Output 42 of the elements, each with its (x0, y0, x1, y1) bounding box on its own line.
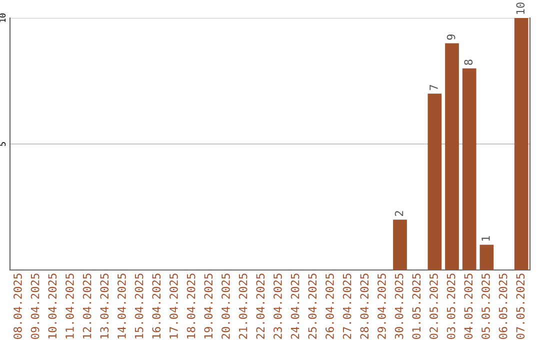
data-label: 7 (430, 84, 438, 90)
x-tick-label: 17.04.2025 (170, 274, 178, 338)
x-tick-label: 27.04.2025 (342, 274, 352, 339)
data-label: 9 (446, 34, 456, 40)
x-tick-label: 24.04.2025 (290, 274, 300, 339)
bar (428, 94, 442, 270)
x-tick-label: 19.04.2025 (204, 274, 213, 338)
x-tick-label: 11.04.2025 (66, 274, 74, 338)
x-tick-label: 13.04.2025 (100, 274, 109, 338)
bar (393, 220, 407, 270)
x-tick-label: 02.05.2025 (430, 274, 438, 339)
x-tick-label: 01.05.2025 (412, 274, 421, 339)
x-tick-label: 07.05.2025 (516, 274, 525, 339)
x-tick-label: 26.04.2025 (326, 274, 334, 339)
x-tick-label: 06.05.2025 (498, 274, 508, 339)
x-tick-label: 12.04.2025 (82, 274, 92, 338)
bar (514, 18, 528, 270)
x-tick-label: 05.05.2025 (482, 274, 490, 339)
x-tick-label: 25.04.2025 (308, 274, 317, 339)
x-tick-label: 16.04.2025 (152, 274, 161, 338)
data-label: 1 (482, 236, 490, 241)
x-tick-label: 21.04.2025 (238, 274, 248, 339)
bar (480, 244, 494, 270)
x-tick-label: 10.04.2025 (48, 274, 57, 338)
x-tick-label: 14.04.2025 (118, 274, 126, 338)
x-tick-label: 18.04.2025 (186, 274, 196, 338)
x-tick-label: 04.05.2025 (464, 274, 473, 339)
x-tick-label: 08.04.2025 (14, 274, 22, 339)
x-tick-label: 22.04.2025 (256, 274, 265, 339)
data-label: 8 (464, 60, 473, 65)
x-tick-label: 29.04.2025 (378, 274, 386, 339)
data-label: 2 (394, 211, 404, 216)
x-tick-label: 28.04.2025 (360, 274, 369, 339)
x-tick-label: 03.05.2025 (446, 274, 456, 339)
x-tick-label: 09.04.2025 (30, 274, 40, 339)
x-tick-label: 15.04.2025 (134, 274, 144, 338)
bar (462, 68, 476, 270)
x-tick-label: 30.04.2025 (394, 274, 404, 339)
data-label: 10 (516, 2, 525, 14)
x-tick-label: 20.04.2025 (222, 274, 230, 339)
bar (445, 43, 459, 270)
x-tick-label: 23.04.2025 (274, 274, 282, 339)
